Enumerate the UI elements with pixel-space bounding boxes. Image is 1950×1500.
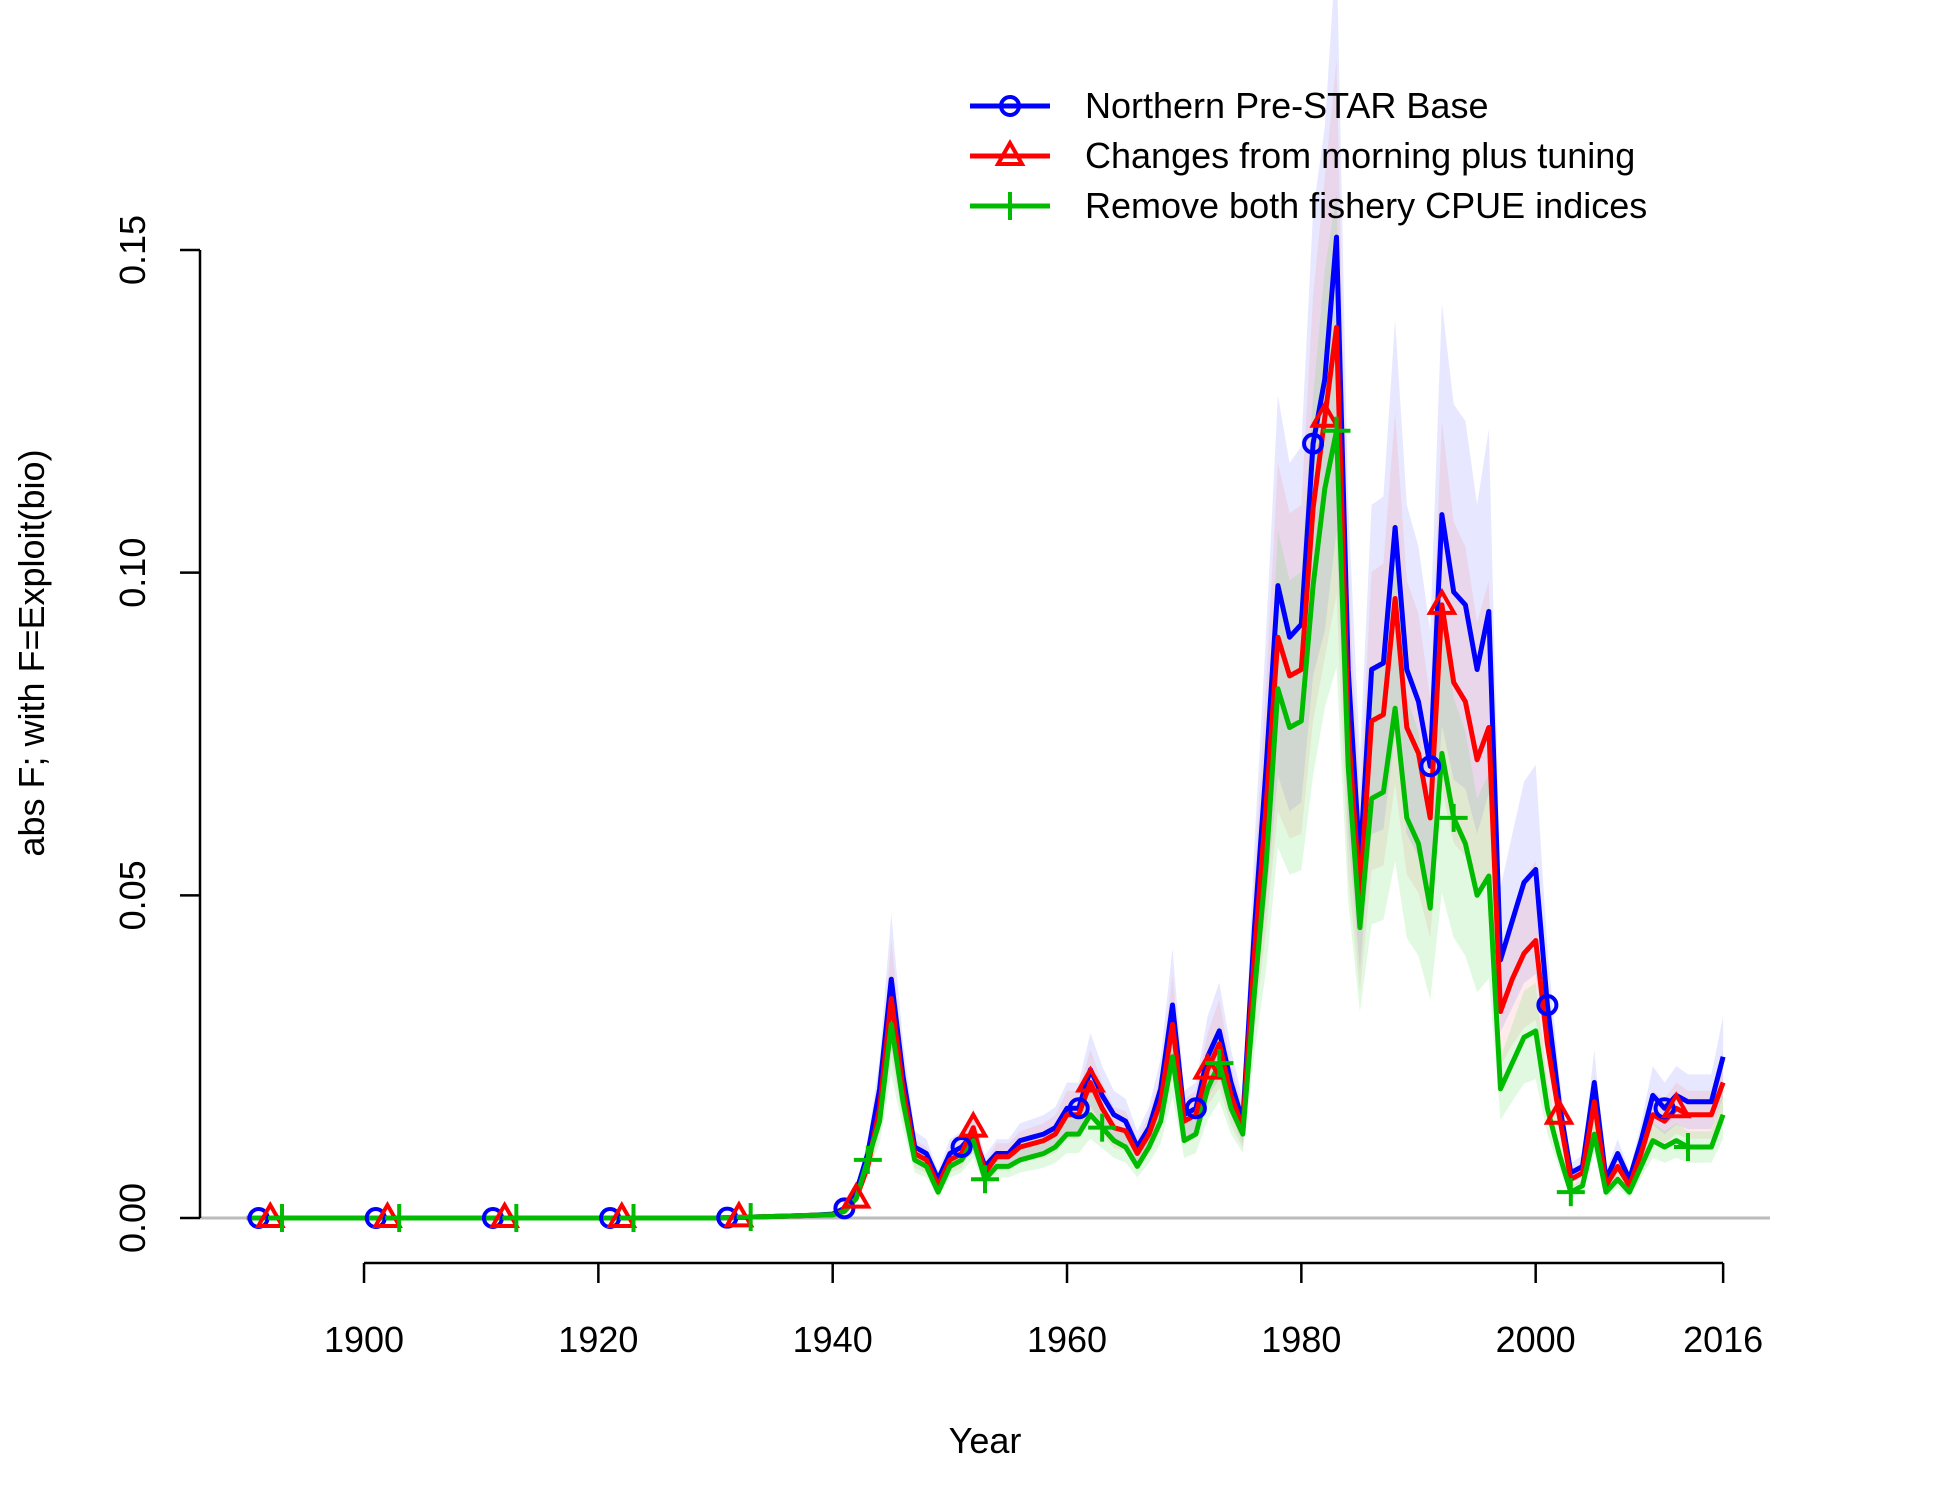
x-tick-label: 1960 (1027, 1319, 1107, 1360)
legend: Northern Pre-STAR Base Changes from morni… (970, 85, 1647, 226)
series-2-marker (489, 1200, 521, 1228)
series-1-marker (1184, 1097, 1207, 1120)
legend-item-2: Changes from morning plus tuning (970, 135, 1635, 176)
series-2-marker (840, 1181, 872, 1209)
confidence-band-3 (246, 194, 1724, 1218)
legend-label: Remove both fishery CPUE indices (1085, 185, 1647, 226)
series-2-marker (957, 1110, 989, 1138)
series-3-marker (1205, 1049, 1234, 1078)
series-3-marker (1673, 1133, 1702, 1162)
confidence-bands (246, 0, 1724, 1218)
series-3-marker (1322, 416, 1351, 445)
y-tick-label: 0.00 (112, 1183, 153, 1253)
y-tick-label: 0.15 (112, 215, 153, 285)
legend-item-3: Remove both fishery CPUE indices (970, 185, 1647, 226)
series-3-marker (1088, 1113, 1117, 1142)
y-axis-title: abs F; with F=Exploit(bio) (11, 449, 52, 856)
x-tick-label: 2016 (1683, 1319, 1763, 1360)
legend-marker (999, 95, 1021, 117)
x-tick-label: 1920 (558, 1319, 638, 1360)
y-axis: 0.00 0.05 0.10 0.15 (112, 215, 202, 1253)
series-3-marker (619, 1204, 648, 1232)
series-1-marker (1536, 994, 1559, 1017)
series-3-marker (268, 1204, 297, 1232)
legend-marker (994, 138, 1026, 166)
series-lines (246, 234, 1726, 1221)
series-3-marker (1556, 1178, 1585, 1207)
series-3-marker (502, 1204, 531, 1232)
series-3-marker (971, 1165, 999, 1194)
x-axis-title: Year (949, 1420, 1022, 1461)
series-1-marker (950, 1136, 973, 1159)
series-2-marker (723, 1200, 755, 1228)
series-3-marker (385, 1204, 414, 1232)
x-tick-label: 1900 (324, 1319, 404, 1360)
series-2-marker (1075, 1065, 1106, 1093)
series-3-marker (853, 1145, 882, 1174)
y-tick-label: 0.05 (112, 860, 153, 930)
series-3-marker (736, 1203, 765, 1232)
y-tick-label: 0.10 (112, 538, 153, 608)
series-1-marker (1419, 755, 1442, 778)
legend-label: Changes from morning plus tuning (1085, 135, 1635, 176)
x-tick-label: 1940 (793, 1319, 873, 1360)
legend-marker (996, 192, 1024, 220)
series-2-marker (606, 1200, 638, 1228)
legend-label: Northern Pre-STAR Base (1085, 85, 1488, 126)
series-2-marker (1309, 400, 1341, 428)
series-2-marker (1543, 1097, 1575, 1125)
series-2-marker (254, 1200, 286, 1228)
series-markers (247, 400, 1702, 1232)
series-3-marker (1439, 803, 1468, 832)
series-1-marker (1302, 432, 1325, 455)
x-axis: 1900 1920 1940 1960 1980 2000 2016 (324, 1261, 1763, 1360)
x-tick-label: 1980 (1261, 1319, 1341, 1360)
x-tick-label: 2000 (1496, 1319, 1576, 1360)
confidence-band-2 (246, 60, 1724, 1218)
legend-item-1: Northern Pre-STAR Base (970, 85, 1488, 126)
series-2-marker (1426, 587, 1458, 615)
series-2-marker (1192, 1052, 1224, 1080)
series-2-marker (1660, 1091, 1692, 1119)
series-2-marker (372, 1200, 403, 1228)
series-1-marker (1067, 1097, 1090, 1120)
